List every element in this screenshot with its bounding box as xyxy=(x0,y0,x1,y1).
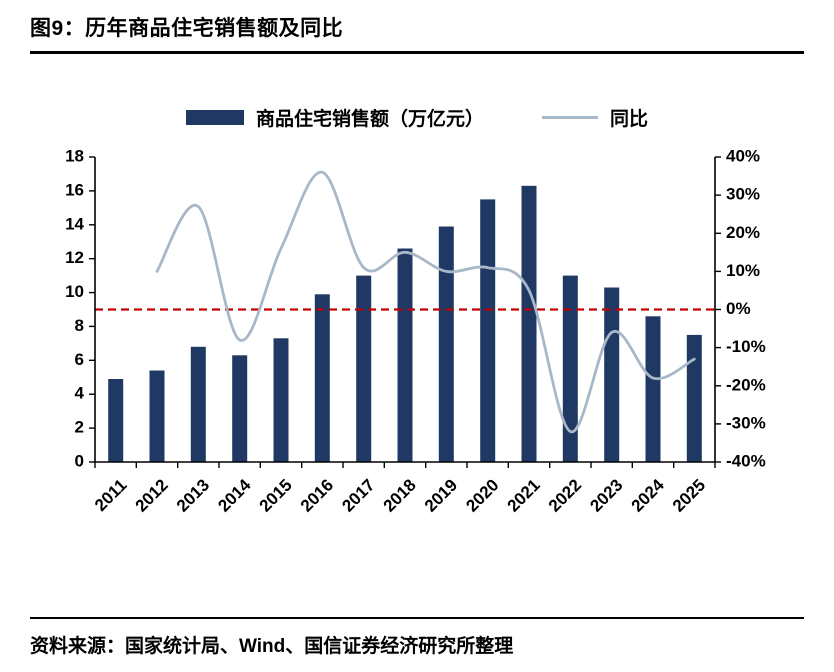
svg-text:2019: 2019 xyxy=(421,475,461,515)
legend-item-sales: 商品住宅销售额（万亿元） xyxy=(185,104,484,131)
combo-chart: 0 2 4 6 8 10 12 14 16 18 -40% -30% -20% -10% 0% 10% 20% 3… xyxy=(65,146,766,516)
svg-text:2011: 2011 xyxy=(91,475,131,515)
svg-text:0%: 0% xyxy=(726,299,751,318)
svg-text:2024: 2024 xyxy=(628,475,669,516)
svg-text:40%: 40% xyxy=(726,146,760,165)
svg-text:10: 10 xyxy=(65,282,84,301)
svg-text:20%: 20% xyxy=(726,223,760,242)
legend-label-yoy: 同比 xyxy=(610,109,649,130)
svg-text:10%: 10% xyxy=(726,261,760,280)
svg-text:-10%: -10% xyxy=(726,337,766,356)
svg-text:2: 2 xyxy=(75,418,84,437)
svg-text:2022: 2022 xyxy=(545,475,585,515)
bar-2023 xyxy=(604,287,620,462)
chart-legend: 商品住宅销售额（万亿元） 同比 xyxy=(30,104,804,131)
svg-text:2023: 2023 xyxy=(586,475,626,515)
yoy-line xyxy=(155,170,696,433)
bar-2021 xyxy=(521,185,537,463)
bar-2018 xyxy=(397,248,413,462)
bar-2025 xyxy=(686,334,702,462)
svg-text:2025: 2025 xyxy=(669,475,709,515)
bar-2017 xyxy=(356,275,372,462)
svg-text:2020: 2020 xyxy=(462,475,502,515)
svg-text:-30%: -30% xyxy=(726,413,766,432)
svg-text:2014: 2014 xyxy=(214,475,255,516)
svg-text:16: 16 xyxy=(65,180,84,199)
figure-title: 图9：历年商品住宅销售额及同比 xyxy=(30,17,344,40)
svg-text:0: 0 xyxy=(75,451,84,470)
bar-2013 xyxy=(190,346,206,462)
source-note: 资料来源：国家统计局、Wind、国信证券经济研究所整理 xyxy=(30,636,514,657)
bar-2020 xyxy=(480,199,496,462)
svg-text:4: 4 xyxy=(75,384,85,403)
bar-2014 xyxy=(232,355,248,463)
svg-text:18: 18 xyxy=(65,146,84,165)
figure-footer: 资料来源：国家统计局、Wind、国信证券经济研究所整理 xyxy=(30,617,804,658)
bar-2011 xyxy=(108,379,124,462)
svg-text:6: 6 xyxy=(75,350,84,369)
svg-text:8: 8 xyxy=(75,316,84,335)
line-series-swatch xyxy=(542,115,598,120)
bar-2012 xyxy=(149,370,165,462)
bar-2019 xyxy=(438,226,454,462)
svg-text:12: 12 xyxy=(65,248,84,267)
bar-2024 xyxy=(645,316,661,462)
svg-text:2013: 2013 xyxy=(173,475,213,515)
svg-text:14: 14 xyxy=(65,214,84,233)
svg-text:-40%: -40% xyxy=(726,451,766,470)
svg-text:2021: 2021 xyxy=(504,475,544,515)
svg-text:2012: 2012 xyxy=(132,475,172,515)
bar-2016 xyxy=(314,294,330,463)
svg-text:2016: 2016 xyxy=(297,475,337,515)
legend-label-sales: 商品住宅销售额（万亿元） xyxy=(255,109,484,130)
svg-text:30%: 30% xyxy=(726,185,760,204)
svg-text:2015: 2015 xyxy=(256,475,296,515)
legend-item-yoy: 同比 xyxy=(542,104,648,131)
bar-2022 xyxy=(562,275,578,462)
svg-text:-20%: -20% xyxy=(726,375,766,394)
bar-series-swatch xyxy=(185,110,244,125)
svg-text:2018: 2018 xyxy=(380,475,420,515)
figure-header: 图9：历年商品住宅销售额及同比 xyxy=(30,12,804,54)
svg-text:2017: 2017 xyxy=(338,475,378,515)
bar-2015 xyxy=(273,338,289,462)
